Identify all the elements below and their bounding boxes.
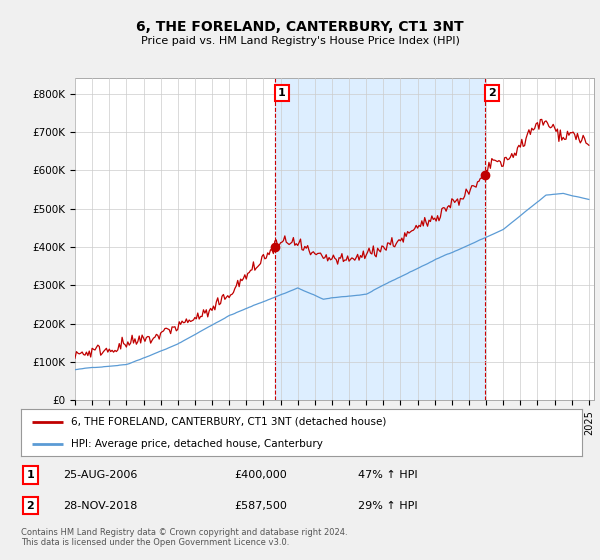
Text: Price paid vs. HM Land Registry's House Price Index (HPI): Price paid vs. HM Land Registry's House … bbox=[140, 36, 460, 46]
Text: £587,500: £587,500 bbox=[234, 501, 287, 511]
Text: 1: 1 bbox=[278, 88, 286, 98]
Bar bbox=[275, 78, 485, 400]
Text: 6, THE FORELAND, CANTERBURY, CT1 3NT (detached house): 6, THE FORELAND, CANTERBURY, CT1 3NT (de… bbox=[71, 417, 387, 427]
Text: 28-NOV-2018: 28-NOV-2018 bbox=[63, 501, 137, 511]
Text: Contains HM Land Registry data © Crown copyright and database right 2024.
This d: Contains HM Land Registry data © Crown c… bbox=[21, 528, 347, 547]
Text: 47% ↑ HPI: 47% ↑ HPI bbox=[358, 470, 417, 480]
Text: 1: 1 bbox=[26, 470, 34, 480]
Text: £400,000: £400,000 bbox=[234, 470, 287, 480]
Text: 25-AUG-2006: 25-AUG-2006 bbox=[63, 470, 137, 480]
Text: 29% ↑ HPI: 29% ↑ HPI bbox=[358, 501, 417, 511]
Text: 2: 2 bbox=[26, 501, 34, 511]
Text: HPI: Average price, detached house, Canterbury: HPI: Average price, detached house, Cant… bbox=[71, 438, 323, 449]
Text: 6, THE FORELAND, CANTERBURY, CT1 3NT: 6, THE FORELAND, CANTERBURY, CT1 3NT bbox=[136, 20, 464, 34]
Text: 2: 2 bbox=[488, 88, 496, 98]
